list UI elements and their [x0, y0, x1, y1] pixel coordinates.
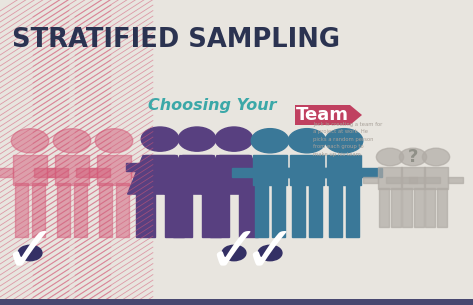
- Bar: [272, 183, 285, 237]
- Bar: [202, 192, 221, 237]
- Bar: [290, 155, 324, 185]
- Bar: [74, 183, 88, 237]
- Bar: [232, 168, 253, 177]
- Bar: [55, 155, 89, 185]
- Bar: [35, 168, 55, 177]
- Circle shape: [95, 129, 133, 153]
- Text: ✓: ✓: [207, 221, 261, 285]
- Bar: [448, 177, 463, 183]
- Polygon shape: [201, 156, 266, 194]
- Circle shape: [399, 148, 427, 166]
- Circle shape: [251, 129, 289, 153]
- Bar: [254, 183, 268, 237]
- Bar: [97, 155, 131, 185]
- Polygon shape: [165, 156, 229, 194]
- Bar: [403, 177, 417, 183]
- Bar: [253, 155, 287, 185]
- Bar: [131, 168, 151, 177]
- Bar: [57, 183, 70, 237]
- Bar: [346, 183, 359, 237]
- Text: ?: ?: [408, 148, 418, 166]
- Bar: [424, 167, 448, 189]
- Bar: [292, 183, 305, 237]
- Bar: [249, 163, 268, 171]
- Bar: [391, 188, 401, 227]
- Bar: [425, 177, 440, 183]
- Text: Jack is creating a team for
a project at work. He
picks a random person
from eac: Jack is creating a team for a project at…: [313, 122, 382, 156]
- Circle shape: [141, 127, 179, 151]
- Bar: [136, 192, 155, 237]
- Bar: [401, 167, 425, 189]
- Bar: [327, 155, 361, 185]
- Polygon shape: [350, 105, 362, 125]
- Bar: [47, 168, 68, 177]
- Bar: [239, 192, 258, 237]
- Bar: [116, 183, 129, 237]
- Bar: [77, 168, 97, 177]
- Polygon shape: [128, 156, 193, 194]
- Bar: [145, 155, 175, 166]
- Bar: [175, 163, 194, 171]
- Bar: [414, 188, 424, 227]
- Bar: [182, 155, 212, 166]
- Bar: [163, 163, 182, 171]
- Circle shape: [422, 148, 450, 166]
- Bar: [0, 168, 13, 177]
- Bar: [89, 168, 110, 177]
- Bar: [165, 192, 184, 237]
- Circle shape: [325, 129, 363, 153]
- Bar: [379, 188, 389, 227]
- FancyBboxPatch shape: [295, 105, 350, 125]
- Circle shape: [178, 127, 216, 151]
- Bar: [32, 183, 45, 237]
- Bar: [377, 167, 403, 189]
- Text: STRATIFIED SAMPLING: STRATIFIED SAMPLING: [12, 27, 340, 53]
- Bar: [425, 188, 435, 227]
- Text: Team: Team: [296, 106, 349, 124]
- Circle shape: [288, 129, 326, 153]
- Bar: [219, 155, 249, 166]
- Bar: [385, 177, 401, 183]
- Bar: [0, 299, 473, 305]
- Bar: [126, 163, 145, 171]
- Bar: [200, 163, 219, 171]
- Bar: [287, 168, 307, 177]
- Bar: [329, 183, 342, 237]
- Bar: [363, 177, 377, 183]
- Bar: [409, 177, 424, 183]
- Bar: [402, 188, 412, 227]
- Bar: [361, 168, 382, 177]
- Circle shape: [222, 245, 246, 261]
- Bar: [210, 192, 229, 237]
- Text: Choosing Your: Choosing Your: [148, 98, 282, 113]
- Bar: [99, 183, 112, 237]
- Bar: [307, 168, 327, 177]
- Circle shape: [18, 245, 42, 261]
- Bar: [309, 183, 323, 237]
- Circle shape: [53, 129, 91, 153]
- Bar: [212, 163, 231, 171]
- Bar: [437, 188, 447, 227]
- Circle shape: [377, 148, 403, 166]
- Bar: [173, 192, 192, 237]
- Text: ✓: ✓: [243, 221, 298, 285]
- Circle shape: [11, 129, 49, 153]
- Bar: [324, 168, 344, 177]
- Text: ✓: ✓: [3, 221, 57, 285]
- Bar: [13, 155, 47, 185]
- Bar: [270, 168, 290, 177]
- Bar: [15, 183, 28, 237]
- Circle shape: [258, 245, 282, 261]
- Circle shape: [215, 127, 253, 151]
